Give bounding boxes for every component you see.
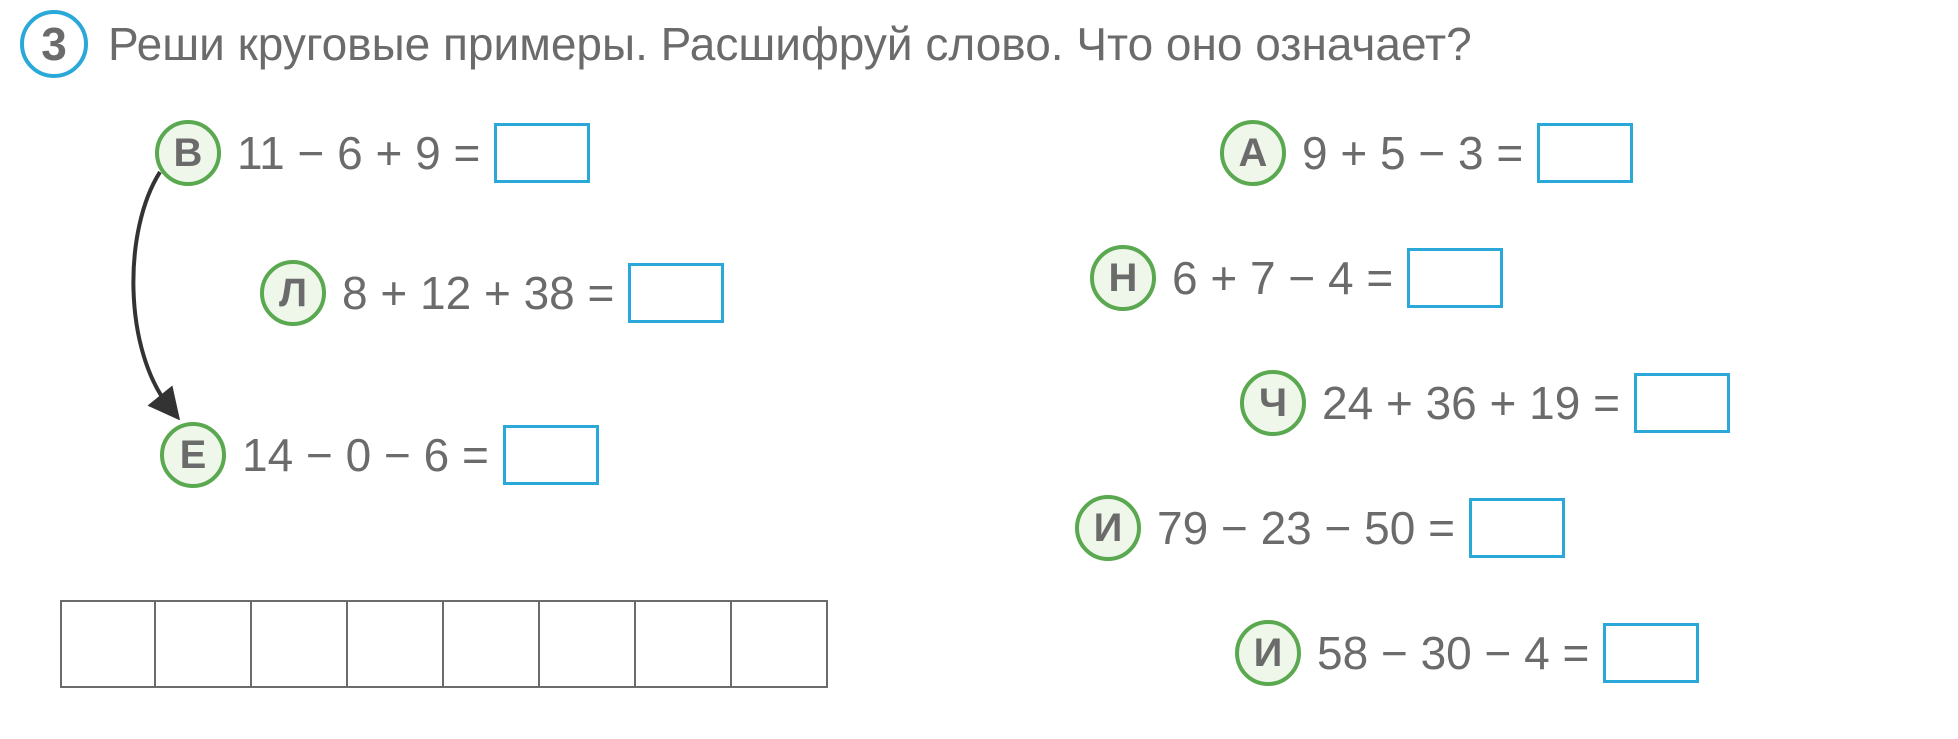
- answer-box[interactable]: [1537, 123, 1633, 183]
- answer-cell[interactable]: [156, 600, 252, 688]
- answer-box[interactable]: [494, 123, 590, 183]
- answer-cell[interactable]: [732, 600, 828, 688]
- expression: 79 − 23 − 50 =: [1157, 501, 1455, 555]
- answer-box[interactable]: [1407, 248, 1503, 308]
- expression-text: 24 + 36 + 19 =: [1322, 373, 1730, 433]
- letter-badge: И: [1075, 495, 1141, 561]
- expression: 14 − 0 − 6 =: [242, 428, 489, 482]
- expression-text: 58 − 30 − 4 =: [1317, 623, 1699, 683]
- answer-box[interactable]: [628, 263, 724, 323]
- expression-text: 9 + 5 − 3 =: [1302, 123, 1633, 183]
- expression-text: 11 − 6 + 9 =: [237, 123, 590, 183]
- question-header: 3 Реши круговые примеры. Расшифруй слово…: [20, 10, 1472, 78]
- question-number: 3: [41, 17, 67, 71]
- letter-badge: И: [1235, 620, 1301, 686]
- answer-cell[interactable]: [444, 600, 540, 688]
- exercise-row: Н 6 + 7 − 4 =: [1090, 245, 1503, 311]
- answer-cell[interactable]: [540, 600, 636, 688]
- question-text: Реши круговые примеры. Расшифруй слово. …: [108, 17, 1472, 71]
- answer-cell[interactable]: [252, 600, 348, 688]
- expression: 58 − 30 − 4 =: [1317, 626, 1589, 680]
- expression-text: 8 + 12 + 38 =: [342, 263, 724, 323]
- exercise-row: И 79 − 23 − 50 =: [1075, 495, 1565, 561]
- exercise-row: И 58 − 30 − 4 =: [1235, 620, 1699, 686]
- question-number-badge: 3: [20, 10, 88, 78]
- letter-badge: В: [155, 120, 221, 186]
- answer-box[interactable]: [1603, 623, 1699, 683]
- exercise-row: Ч 24 + 36 + 19 =: [1240, 370, 1730, 436]
- letter-badge: Л: [260, 260, 326, 326]
- letter-badge: А: [1220, 120, 1286, 186]
- answer-cell[interactable]: [60, 600, 156, 688]
- expression: 11 − 6 + 9 =: [237, 126, 480, 180]
- expression-text: 14 − 0 − 6 =: [242, 425, 599, 485]
- expression: 8 + 12 + 38 =: [342, 266, 614, 320]
- expression: 24 + 36 + 19 =: [1322, 376, 1620, 430]
- expression-text: 79 − 23 − 50 =: [1157, 498, 1565, 558]
- letter-badge: Ч: [1240, 370, 1306, 436]
- letter-badge: Н: [1090, 245, 1156, 311]
- expression: 6 + 7 − 4 =: [1172, 251, 1393, 305]
- expression: 9 + 5 − 3 =: [1302, 126, 1523, 180]
- answer-grid: [60, 600, 828, 688]
- exercise-row: А 9 + 5 − 3 =: [1220, 120, 1633, 186]
- exercise-row: Л 8 + 12 + 38 =: [260, 260, 724, 326]
- circular-arrow: [115, 160, 235, 420]
- answer-cell[interactable]: [348, 600, 444, 688]
- letter-badge: Е: [160, 422, 226, 488]
- exercise-row: В 11 − 6 + 9 =: [155, 120, 590, 186]
- answer-box[interactable]: [1469, 498, 1565, 558]
- answer-box[interactable]: [503, 425, 599, 485]
- expression-text: 6 + 7 − 4 =: [1172, 248, 1503, 308]
- exercise-row: Е 14 − 0 − 6 =: [160, 422, 599, 488]
- answer-cell[interactable]: [636, 600, 732, 688]
- answer-box[interactable]: [1634, 373, 1730, 433]
